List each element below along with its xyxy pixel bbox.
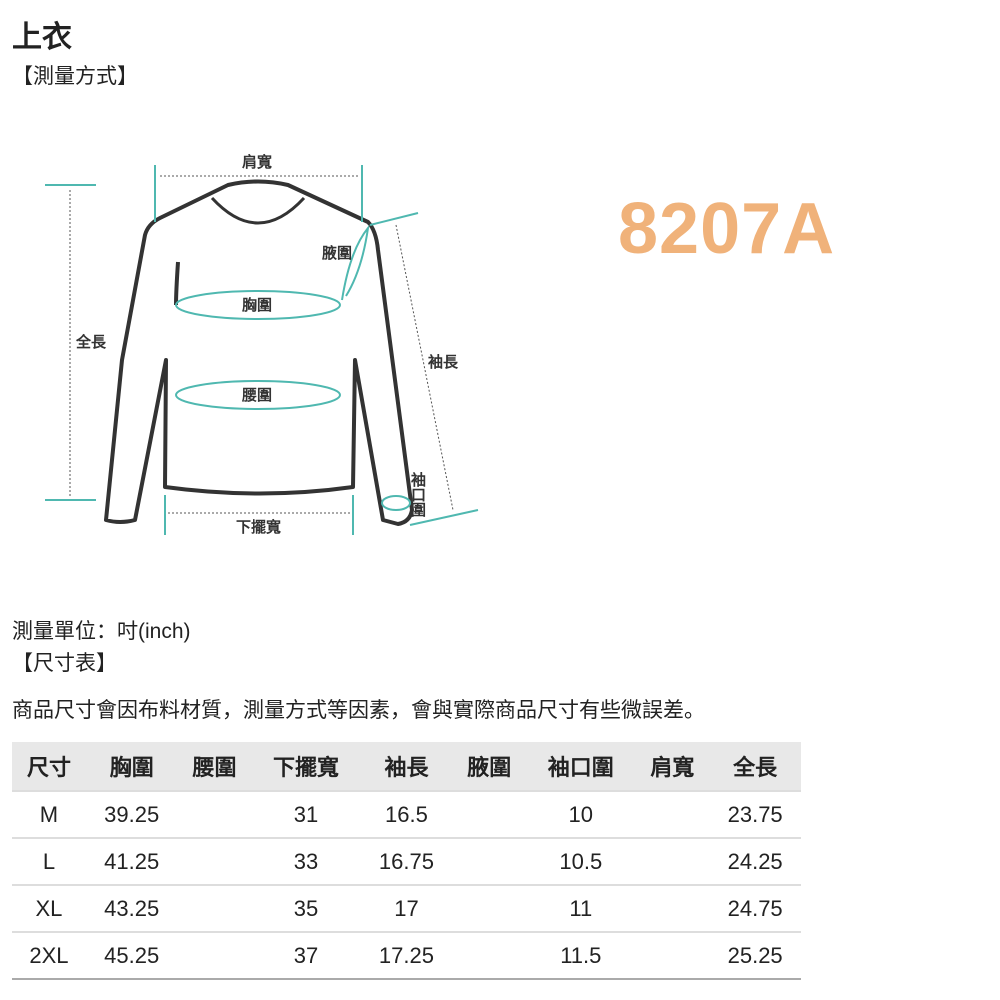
label-cuff: 袖口圍 <box>409 471 427 518</box>
table-cell <box>177 837 252 885</box>
table-row: M 39.25 31 16.5 10 23.75 <box>12 790 801 838</box>
page-title: 上衣 <box>12 21 72 54</box>
table-cell: 39.25 <box>85 790 178 838</box>
table-cell: 16.5 <box>360 790 453 838</box>
column-header: 腋圍 <box>452 742 527 791</box>
size-heading: 【尺寸表】 <box>12 652 117 675</box>
table-cell <box>452 931 527 980</box>
table-cell: 35 <box>251 884 361 932</box>
table-cell: 31 <box>251 790 361 838</box>
table-cell: 23.75 <box>709 790 801 838</box>
table-cell: 24.75 <box>709 884 801 932</box>
table-row: XL 43.25 35 17 11 24.75 <box>12 884 801 932</box>
table-cell <box>177 790 252 838</box>
label-length: 全長 <box>75 333 107 351</box>
table-row: L 41.25 33 16.75 10.5 24.25 <box>12 837 801 885</box>
table-cell <box>635 884 710 932</box>
column-header: 尺寸 <box>12 742 86 791</box>
column-header: 胸圍 <box>85 742 178 791</box>
size-table: 尺寸 胸圍 腰圍 下擺寬 袖長 腋圍 袖口圍 肩寬 全長 M 39.25 31 16.5 10 23.75… <box>12 742 801 980</box>
label-hem: 下擺寬 <box>236 518 281 536</box>
table-header-row: 尺寸 胸圍 腰圍 下擺寬 袖長 腋圍 袖口圍 肩寬 全長 <box>12 742 801 791</box>
armhole-loop <box>341 224 370 301</box>
table-cell: 41.25 <box>85 837 178 885</box>
table-cell: 45.25 <box>85 931 178 980</box>
label-armhole: 腋圍 <box>322 244 352 262</box>
table-cell: 10 <box>526 790 636 838</box>
waist-loop <box>175 380 341 410</box>
column-header: 腰圍 <box>177 742 252 791</box>
table-cell <box>452 790 527 838</box>
table-cell: L <box>12 837 86 885</box>
product-code: 8207A <box>618 189 836 269</box>
label-waist: 腰圍 <box>241 386 272 404</box>
column-header: 全長 <box>709 742 801 791</box>
table-cell: 37 <box>251 931 361 980</box>
measure-heading: 【測量方式】 <box>12 65 138 88</box>
shirt-outline <box>104 179 414 526</box>
chest-loop <box>175 290 341 320</box>
column-header: 袖長 <box>360 742 453 791</box>
label-sleeve: 袖長 <box>428 353 459 371</box>
table-cell <box>635 790 710 838</box>
label-shoulder: 肩寬 <box>242 153 272 171</box>
table-cell: 11.5 <box>526 931 636 980</box>
table-cell <box>177 884 252 932</box>
table-cell <box>635 931 710 980</box>
table-cell <box>635 837 710 885</box>
column-header: 袖口圍 <box>526 742 636 791</box>
table-cell <box>177 931 252 980</box>
column-header: 下擺寬 <box>251 742 361 791</box>
table-cell <box>452 884 527 932</box>
table-cell: 24.25 <box>709 837 801 885</box>
unit-text: 測量單位：吋(inch) <box>12 620 191 643</box>
table-row: 2XL 45.25 37 17.25 11.5 25.25 <box>12 931 801 980</box>
table-cell: 16.75 <box>360 837 453 885</box>
label-chest: 胸圍 <box>242 296 272 314</box>
table-cell: 25.25 <box>709 931 801 980</box>
table-cell: 2XL <box>12 931 86 980</box>
table-cell: XL <box>12 884 86 932</box>
measurement-diagram: 肩寬 腋圍 胸圍 全長 袖長 腰圍 袖口圍 下擺寬 <box>45 153 479 536</box>
table-cell: 17 <box>360 884 453 932</box>
column-header: 肩寬 <box>635 742 710 791</box>
cuff-loop <box>381 495 411 511</box>
table-cell: 43.25 <box>85 884 178 932</box>
size-note: 商品尺寸會因布料材質，測量方式等因素，會與實際商品尺寸有些微誤差。 <box>12 699 705 722</box>
table-cell: 33 <box>251 837 361 885</box>
table-cell: 10.5 <box>526 837 636 885</box>
table-cell: 17.25 <box>360 931 453 980</box>
table-cell: M <box>12 790 86 838</box>
table-cell: 11 <box>526 884 636 932</box>
table-cell <box>452 837 527 885</box>
